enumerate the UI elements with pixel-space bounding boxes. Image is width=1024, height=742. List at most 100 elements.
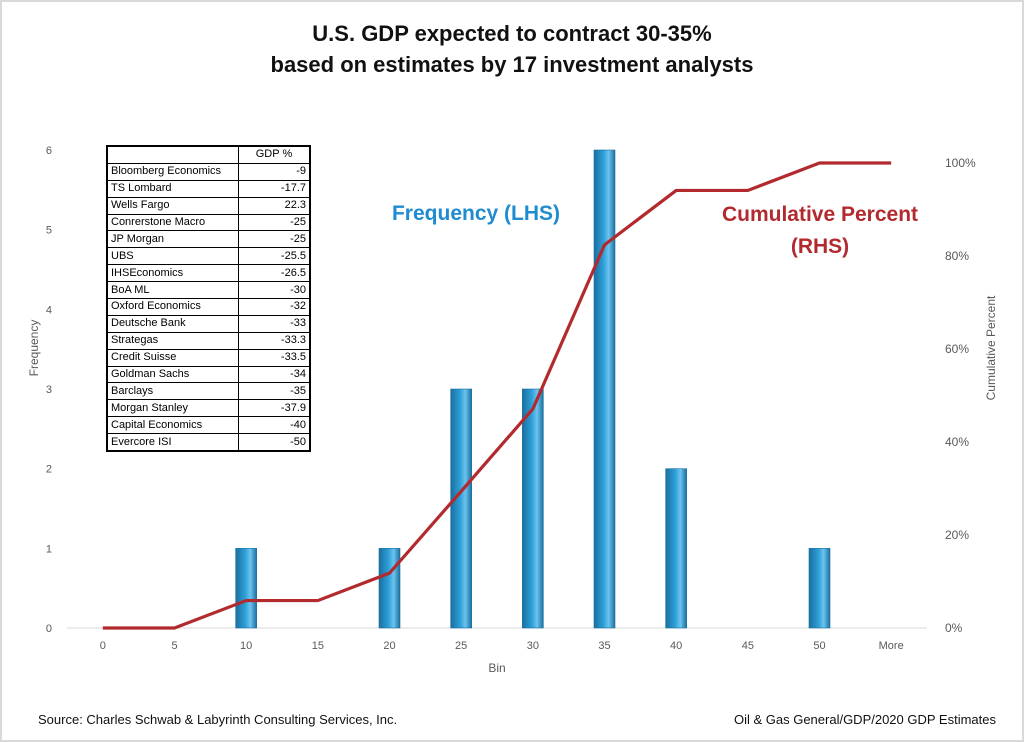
table-row: Conrerstone Macro -25 [106, 213, 311, 232]
analyst-name: Morgan Stanley [106, 399, 239, 418]
y2-tick-label: 100% [945, 156, 976, 170]
gdp-estimate: -32 [238, 298, 311, 316]
analyst-name: Goldman Sachs [106, 365, 239, 384]
analyst-name: Wells Fargo [106, 196, 239, 215]
gdp-estimate: -17.7 [238, 179, 311, 198]
y-axis-title: Frequency [27, 320, 41, 377]
table-header-blank [106, 145, 239, 164]
table-header-gdp: GDP % [238, 145, 311, 164]
frequency-bar [378, 548, 401, 629]
gdp-estimate: -37.9 [238, 399, 311, 418]
analyst-name: Oxford Economics [106, 298, 239, 316]
frequency-annotation: Frequency (LHS) [392, 202, 560, 225]
y2-tick-label: 40% [945, 435, 969, 449]
table-row: JP Morgan -25 [106, 230, 311, 249]
chart-title: U.S. GDP expected to contract 30-35% bas… [0, 18, 1024, 80]
y2-tick-label: 20% [945, 528, 969, 542]
table-row: Goldman Sachs -34 [106, 365, 311, 384]
analyst-name: Credit Suisse [106, 348, 239, 367]
gdp-estimate: -25 [238, 230, 311, 249]
y-tick-label: 4 [46, 304, 52, 316]
cumulative-annotation-line-1: Cumulative Percent [722, 203, 918, 226]
table-row: IHSEconomics -26.5 [106, 264, 311, 283]
x-tick-label: 30 [527, 640, 539, 652]
analyst-name: Conrerstone Macro [106, 213, 239, 232]
x-tick-label: 5 [171, 640, 177, 652]
frequency-bar [593, 149, 616, 629]
y-tick-label: 0 [46, 623, 52, 635]
frequency-bar [808, 548, 831, 629]
gdp-estimate: -25 [238, 213, 311, 232]
table-row: Evercore ISI -50 [106, 433, 311, 452]
gdp-estimates-table: GDP % Bloomberg Economics -9 TS Lombard -17… [106, 145, 311, 453]
gdp-estimate: -26.5 [238, 264, 311, 283]
analyst-name: UBS [106, 247, 239, 266]
gdp-estimate: -33.5 [238, 348, 311, 367]
table-row: Capital Economics -40 [106, 416, 311, 435]
y2-tick-label: 60% [945, 342, 969, 356]
y-tick-label: 1 [46, 543, 52, 555]
analyst-name: BoA ML [106, 281, 239, 300]
gdp-estimate: -34 [238, 365, 311, 384]
table-row: TS Lombard -17.7 [106, 179, 311, 198]
x-tick-label: 0 [100, 640, 106, 652]
gdp-estimate: -35 [238, 382, 311, 401]
gdp-estimate: -9 [238, 162, 311, 181]
analyst-name: JP Morgan [106, 230, 239, 249]
cumulative-annotation-line-2: (RHS) [791, 235, 849, 258]
table-row: BoA ML -30 [106, 281, 311, 300]
x-axis-title: Bin [488, 661, 505, 675]
x-tick-label: 35 [598, 640, 610, 652]
x-tick-label: 15 [312, 640, 324, 652]
y2-tick-label: 0% [945, 621, 963, 635]
x-tick-label: 45 [742, 640, 754, 652]
gdp-estimate: 22.3 [238, 196, 311, 215]
cumulative-percent-line [102, 161, 892, 630]
table-row: Oxford Economics -32 [106, 298, 311, 316]
table-row: Bloomberg Economics -9 [106, 162, 311, 181]
table-row: Morgan Stanley -37.9 [106, 399, 311, 418]
analyst-name: TS Lombard [106, 179, 239, 198]
table-row: Wells Fargo 22.3 [106, 196, 311, 215]
analyst-name: Strategas [106, 331, 239, 350]
analyst-name: Barclays [106, 382, 239, 401]
table-row: Deutsche Bank -33 [106, 314, 311, 333]
analyst-name: IHSEconomics [106, 264, 239, 283]
table-header-row: GDP % [106, 145, 311, 164]
x-tick-label: 50 [813, 640, 825, 652]
gdp-estimate: -33.3 [238, 331, 311, 350]
analyst-name: Evercore ISI [106, 433, 239, 452]
frequency-bar [235, 548, 257, 629]
x-tick-label: 20 [383, 640, 395, 652]
frequency-bar [450, 388, 472, 629]
table-row: UBS -25.5 [106, 247, 311, 266]
analyst-name: Capital Economics [106, 416, 239, 435]
gdp-estimate: -30 [238, 281, 311, 300]
gdp-estimate: -25.5 [238, 247, 311, 266]
y-tick-label: 2 [46, 464, 52, 476]
frequency-bar [665, 468, 687, 629]
gdp-estimate: -40 [238, 416, 311, 435]
x-tick-label: 25 [455, 640, 467, 652]
x-tick-label: More [879, 640, 904, 652]
chart-title-line-2: based on estimates by 17 investment anal… [270, 52, 754, 77]
gdp-estimate: -50 [238, 433, 311, 452]
x-tick-label: 10 [240, 640, 252, 652]
chart-title-line-1: U.S. GDP expected to contract 30-35% [312, 21, 712, 46]
table-row: Barclays -35 [106, 382, 311, 401]
source-note: Source: Charles Schwab & Labyrinth Consu… [38, 712, 398, 727]
analyst-name: Deutsche Bank [106, 314, 239, 333]
y-tick-label: 3 [46, 384, 52, 396]
y2-axis-title: Cumulative Percent [984, 295, 998, 400]
credit-note: Oil & Gas General/GDP/2020 GDP Estimates [733, 712, 996, 727]
analyst-name: Bloomberg Economics [106, 162, 239, 181]
frequency-bar [522, 388, 544, 629]
y2-tick-label: 80% [945, 249, 969, 263]
table-row: Credit Suisse -33.5 [106, 348, 311, 367]
y-tick-label: 6 [46, 145, 52, 157]
y-tick-label: 5 [46, 225, 52, 237]
table-row: Strategas -33.3 [106, 331, 311, 350]
gdp-estimate: -33 [238, 314, 311, 333]
